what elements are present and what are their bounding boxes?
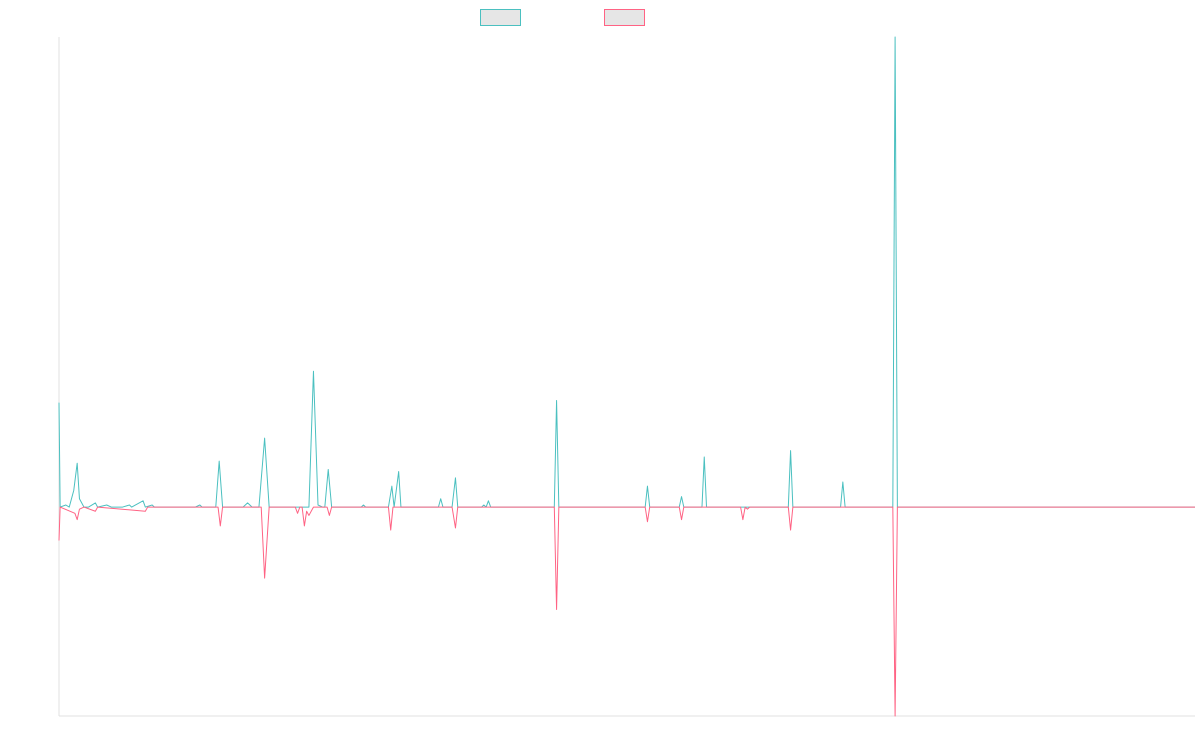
series-line-2: [58, 506, 1195, 717]
legend-item-1[interactable]: [480, 9, 521, 26]
legend[interactable]: [480, 9, 645, 26]
plot-area: [58, 36, 1195, 717]
series-line-1: [58, 36, 1195, 508]
legend-swatch-1[interactable]: [480, 9, 521, 26]
legend-item-2[interactable]: [604, 9, 645, 26]
axes: [58, 37, 1195, 717]
legend-swatch-2[interactable]: [604, 9, 645, 26]
